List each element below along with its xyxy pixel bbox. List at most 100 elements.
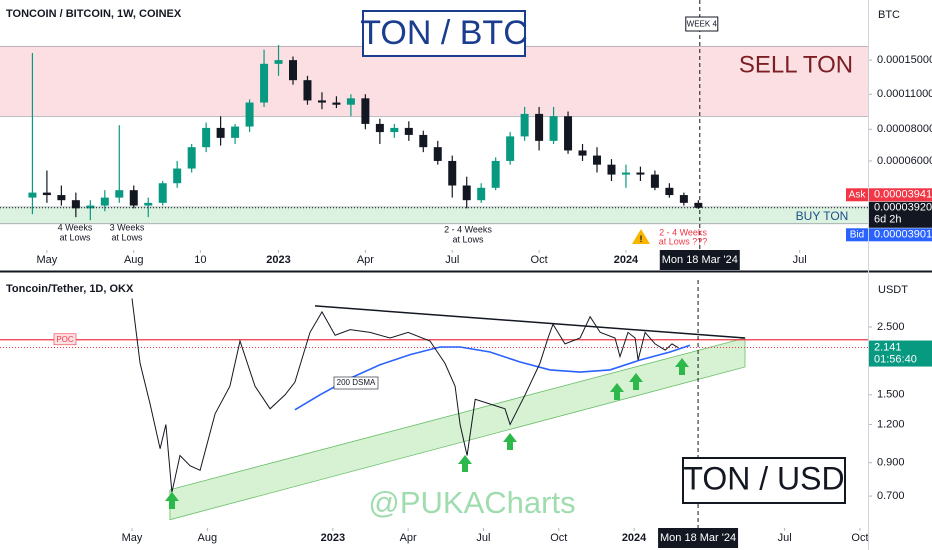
x-tick-label: 2024 <box>614 254 639 266</box>
y-tick-label: 1.500 <box>877 389 905 401</box>
x-tick-label: Oct <box>531 254 548 266</box>
x-tick-label: Aug <box>124 254 144 266</box>
x-tick-label: 2023 <box>266 254 290 266</box>
x-tick-label: Jul <box>793 254 807 266</box>
price-tag-label: 0.00003941 <box>874 189 932 201</box>
candle-body <box>216 127 225 138</box>
candle-body <box>289 60 298 81</box>
annotation: at Lows <box>59 232 91 242</box>
arrow <box>165 492 179 509</box>
x-tick-label: Aug <box>198 532 218 544</box>
candle-body <box>650 174 659 188</box>
poc-box <box>53 333 77 346</box>
arrow <box>503 433 517 450</box>
cursor-label-box <box>659 250 740 270</box>
candle-body <box>694 202 703 208</box>
y-tick-label: 2.500 <box>877 321 905 333</box>
candle-body <box>593 155 602 165</box>
x-tick-label: May <box>122 532 143 544</box>
candle-body <box>71 200 80 209</box>
week-box <box>685 16 719 32</box>
chart-header: Toncoin/Tether, 1D, OKX <box>6 283 134 295</box>
x-tick-label: Oct <box>851 532 868 544</box>
candle-body <box>317 100 326 103</box>
y-tick-label: 0.00011000 <box>877 88 932 100</box>
y-tick-label: 0.00015000 <box>877 54 932 66</box>
candle-body <box>260 63 269 103</box>
price-tag-label: 2.141 <box>874 341 902 353</box>
chart-title: TON / USD <box>683 460 844 496</box>
candle-body <box>332 102 341 105</box>
candle-body <box>607 164 616 175</box>
y-tick-label: 1.200 <box>877 418 905 430</box>
x-tick-label: Oct <box>550 532 567 544</box>
annotation: 2 - 4 Weeks <box>444 224 492 234</box>
candle-body <box>86 205 95 209</box>
candle-body <box>158 183 167 203</box>
candle-body <box>491 160 500 188</box>
candle-body <box>245 102 254 127</box>
arrow <box>610 383 624 400</box>
candle-body <box>506 136 515 161</box>
annotation: at Lows <box>452 234 484 244</box>
price-tag <box>869 228 932 242</box>
x-tick-label: Apr <box>357 254 374 266</box>
candle-body <box>535 113 544 141</box>
candle-body <box>419 134 428 148</box>
candle-body <box>549 116 558 141</box>
price-tag-name: Bid <box>850 229 864 240</box>
axis-unit: USDT <box>878 284 908 296</box>
candle-body <box>390 127 399 133</box>
candle-body <box>100 197 109 206</box>
x-tick-label: May <box>37 254 58 266</box>
candle-body <box>173 168 182 184</box>
candle-body <box>28 192 37 198</box>
candle-body <box>665 187 674 196</box>
candle-body <box>187 147 196 169</box>
chart-title: TON / BTC <box>360 14 528 52</box>
zone <box>0 46 868 117</box>
x-tick-label: 2023 <box>321 532 345 544</box>
title-box <box>362 10 526 57</box>
candle-body <box>361 98 370 124</box>
sma-line <box>294 344 691 411</box>
price-line <box>131 298 679 493</box>
candle-body <box>303 80 312 101</box>
price-tag <box>869 188 932 202</box>
annotation: at Lows <box>111 232 143 242</box>
candle-body <box>42 192 51 196</box>
axis-unit: BTC <box>878 9 900 21</box>
daily-panel: 2.500 1.500 1.200 0.900 0.700 May Aug 2023 Apr Ju… <box>0 280 932 548</box>
price-tag-name: Ask <box>849 189 867 200</box>
candle-body <box>404 127 413 135</box>
plot-area <box>0 298 868 521</box>
price-tag <box>869 201 932 228</box>
candle-body <box>274 60 283 64</box>
annotation: 3 Weeks <box>110 222 145 232</box>
week-label: WEEK 4 <box>687 20 718 29</box>
y-tick-label: 0.900 <box>877 457 905 469</box>
x-tick-label: Jul <box>445 254 459 266</box>
candle-body <box>144 202 153 206</box>
candle-body <box>129 190 138 206</box>
price-tag <box>869 340 932 367</box>
candle-body <box>57 195 66 201</box>
candle-body <box>621 172 630 175</box>
price-tag-label: 0.00003901 <box>874 229 932 241</box>
weekly-panel: 0.00015000 0.00011000 0.00008000 0.00006000… <box>0 0 932 270</box>
sma-label-box <box>333 376 379 390</box>
candle-body <box>636 172 645 175</box>
annotation: 4 Weeks <box>58 222 93 232</box>
arrow <box>458 455 472 472</box>
candle-body <box>477 187 486 201</box>
title-box <box>682 457 846 504</box>
candle-body <box>346 98 355 105</box>
candle-body <box>375 123 384 133</box>
candle-body <box>564 116 573 151</box>
price-tag-label: 0.00003920 <box>874 202 932 214</box>
x-tick-label: Jul <box>476 532 490 544</box>
arrow <box>629 373 643 390</box>
candle-body <box>462 185 471 201</box>
chart-header: TONCOIN / BITCOIN, 1W, COINEX <box>6 8 182 20</box>
